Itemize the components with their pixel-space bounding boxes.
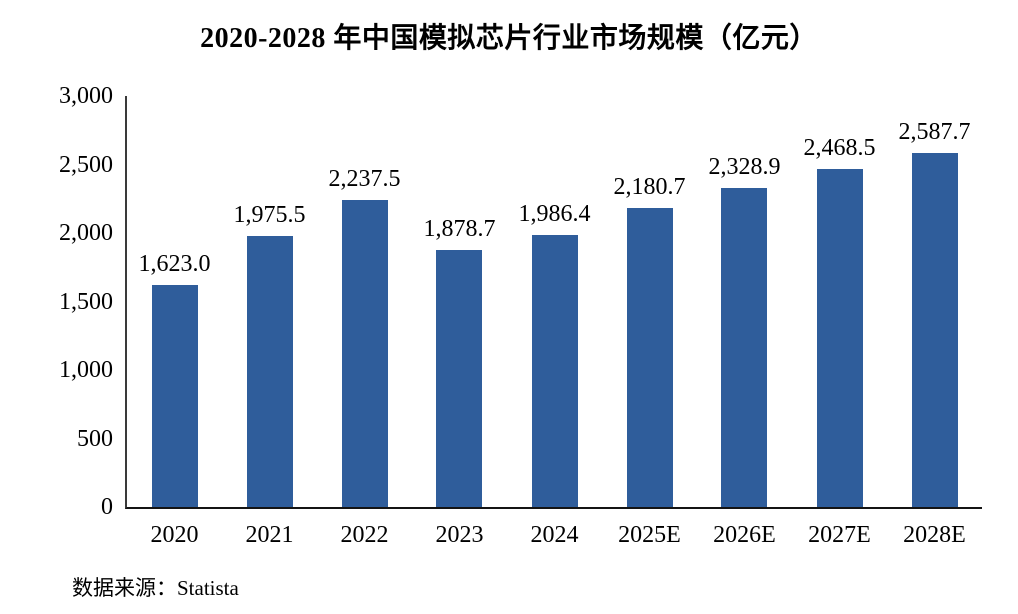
- bar-slot: 2,180.7 2025E: [602, 96, 697, 547]
- bar-slot: 1,623.0 2020: [127, 96, 222, 547]
- bar-slot: 1,878.7 2023: [412, 96, 507, 547]
- bar: [721, 187, 768, 507]
- bar-value-label: 1,986.4: [518, 200, 591, 227]
- x-tick-label: 2028E: [903, 522, 966, 548]
- x-tick-label: 2020: [150, 522, 199, 548]
- bar-slot: 2,328.9 2026E: [697, 96, 792, 547]
- x-tick-label: 2025E: [618, 522, 681, 548]
- y-tick-label: 1,000: [59, 357, 113, 384]
- x-tick-label: 2026E: [713, 522, 776, 548]
- y-tick-label: 1,500: [59, 288, 113, 315]
- bar: [436, 249, 483, 507]
- chart-title: 2020-2028 年中国模拟芯片行业市场规模（亿元）: [200, 23, 818, 54]
- bar-value-label: 2,328.9: [708, 153, 781, 180]
- bar-value-label: 2,468.5: [803, 134, 876, 161]
- x-tick-label: 2023: [435, 522, 484, 548]
- bar: [626, 208, 673, 507]
- bar: [911, 152, 958, 507]
- x-tick-label: 2024: [530, 522, 579, 548]
- bar-value-label: 2,587.7: [898, 118, 971, 145]
- y-tick-label: 0: [101, 494, 113, 520]
- bar-slot: 1,986.4 2024: [507, 96, 602, 547]
- bar-slot: 1,975.5 2021: [222, 96, 317, 547]
- bar-value-label: 1,623.0: [138, 250, 211, 277]
- bar-value-label: 2,180.7: [613, 174, 686, 201]
- bar-slot: 2,468.5 2027E: [792, 96, 887, 547]
- x-tick-label: 2027E: [808, 522, 871, 548]
- bar-slot: 2,587.7 2028E: [887, 96, 982, 548]
- bar: [151, 284, 198, 507]
- bar-value-label: 1,878.7: [423, 215, 496, 242]
- source-note: 数据来源：Statista: [72, 576, 239, 600]
- bar: [816, 168, 863, 507]
- y-tick-label: 500: [77, 425, 113, 452]
- plot-area: 0 500 1,000 1,500 2,000 2,500 3,000 1,623.0 2020…: [59, 84, 982, 548]
- x-tick-label: 2021: [245, 522, 294, 548]
- bar-value-label: 1,975.5: [233, 202, 306, 229]
- y-tick-label: 2,000: [59, 220, 113, 247]
- bar: [531, 234, 578, 507]
- y-tick-label: 3,000: [59, 83, 113, 109]
- bar-value-label: 2,237.5: [328, 166, 401, 193]
- bar: [246, 236, 293, 507]
- bar-slot: 2,237.5 2022: [317, 96, 412, 547]
- y-tick-label: 2,500: [59, 151, 113, 178]
- bar: [341, 200, 388, 507]
- x-tick-label: 2022: [340, 522, 389, 548]
